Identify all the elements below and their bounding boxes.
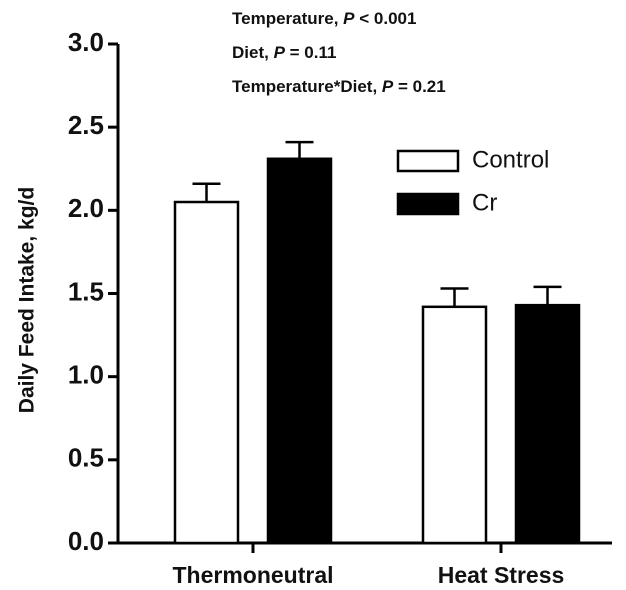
y-tick-label: 2.5 xyxy=(68,110,104,140)
annotation-part: P xyxy=(343,9,355,28)
annotation: Diet, P = 0.11 xyxy=(232,43,336,62)
annotation-part: = 0.11 xyxy=(285,43,337,62)
legend-label: Cr xyxy=(472,189,497,216)
annotation-part: P xyxy=(382,77,394,96)
y-tick-label: 3.0 xyxy=(68,27,104,57)
annotation-part: Diet, xyxy=(232,43,274,62)
y-axis-title: Daily Feed Intake, kg/d xyxy=(16,187,39,413)
bar xyxy=(173,200,240,545)
annotation: Temperature, P < 0.001 xyxy=(232,9,416,28)
bar xyxy=(514,303,581,545)
annotation-part: Temperature, xyxy=(232,9,343,28)
annotation-part: = 0.21 xyxy=(393,77,445,96)
annotation: Temperature*Diet, P = 0.21 xyxy=(232,77,446,96)
annotation-part: Temperature*Diet, xyxy=(232,77,382,96)
legend-label: Control xyxy=(472,146,549,173)
legend-swatch xyxy=(396,192,460,216)
annotation-part: < 0.001 xyxy=(355,9,417,28)
y-tick-label: 0.0 xyxy=(68,526,104,556)
y-tick-label: 2.0 xyxy=(68,193,104,223)
y-tick-label: 0.5 xyxy=(68,443,104,473)
y-tick-label: 1.5 xyxy=(68,276,104,306)
bar xyxy=(266,157,333,545)
x-tick-label: Thermoneutral xyxy=(172,562,333,588)
bar xyxy=(421,305,488,545)
legend-swatch xyxy=(396,149,460,173)
y-tick-label: 1.0 xyxy=(68,360,104,390)
x-tick-label: Heat Stress xyxy=(438,562,565,588)
annotation-part: P xyxy=(274,43,286,62)
